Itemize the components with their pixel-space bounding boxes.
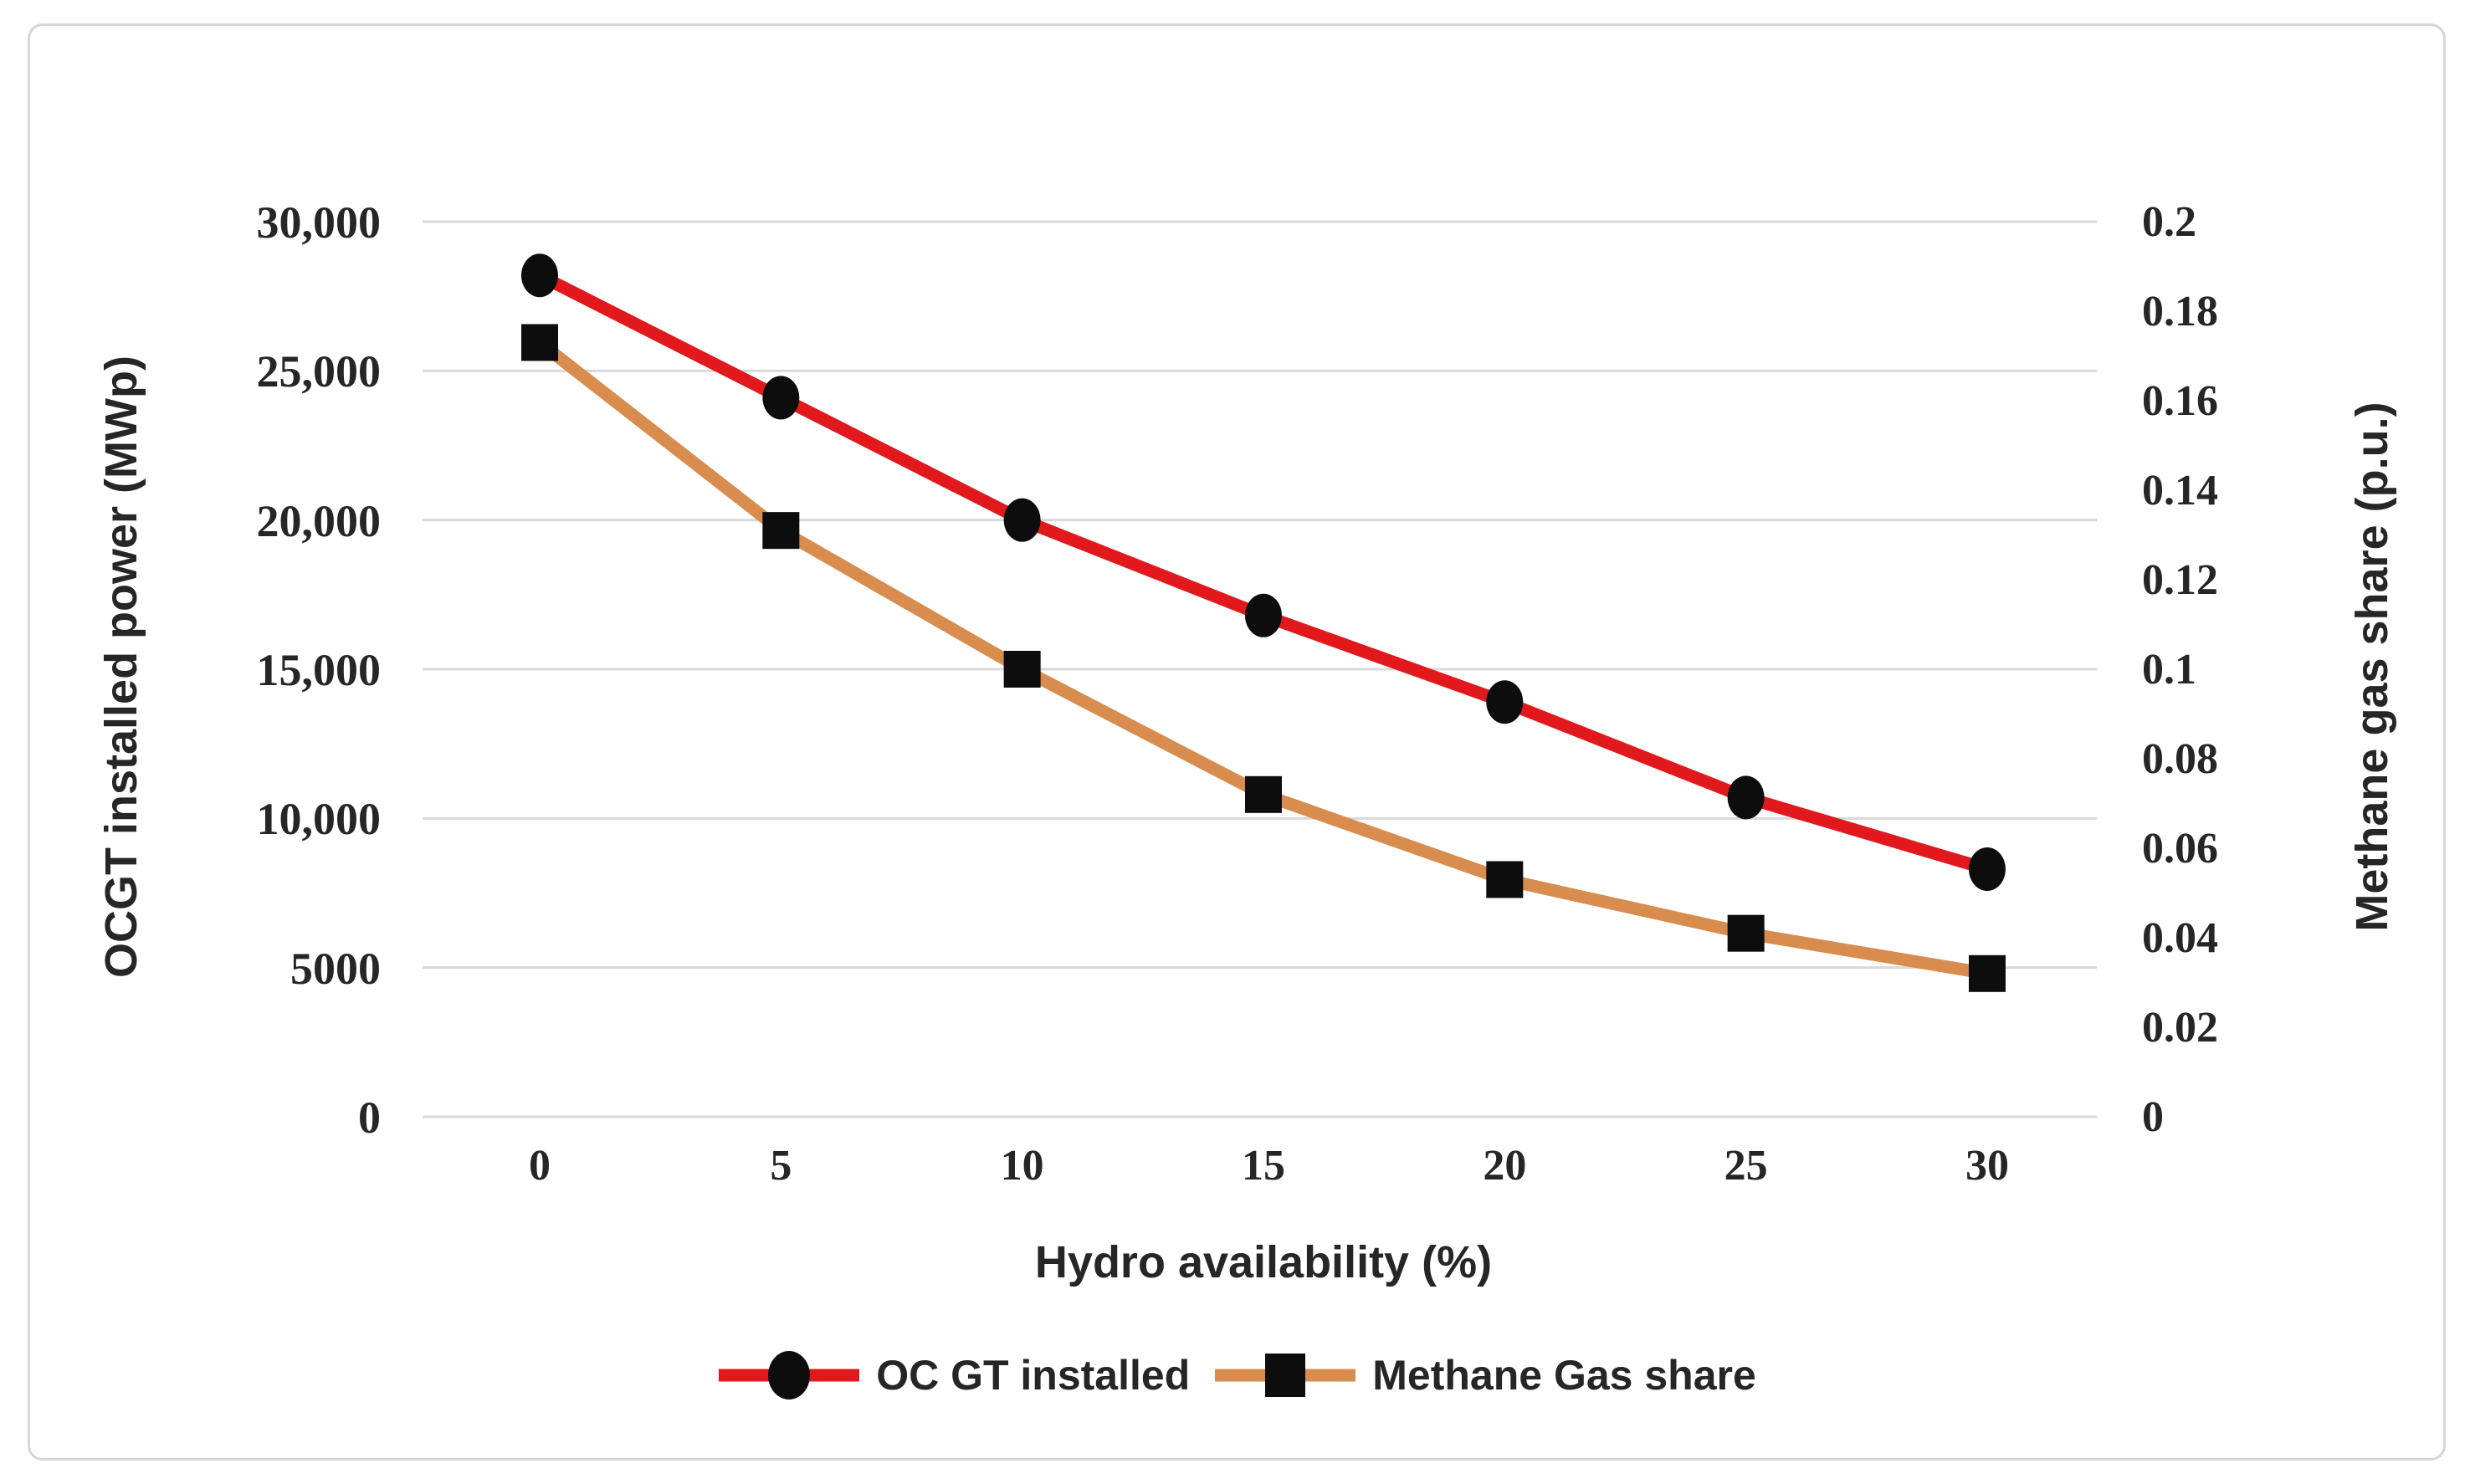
data-point-marker <box>1003 651 1041 688</box>
right-axis-tick-label: 0.06 <box>2142 825 2218 872</box>
data-point-marker <box>521 324 558 361</box>
legend-line-square-marker-icon <box>1215 1354 1356 1397</box>
data-point-marker <box>1244 593 1282 637</box>
right-axis-tick-label: 0.04 <box>2142 914 2218 962</box>
data-point-marker <box>1968 954 2006 992</box>
right-axis-tick-label: 0.2 <box>2142 198 2196 246</box>
left-axis-tick-label: 10,000 <box>256 794 382 845</box>
data-point-marker <box>1727 914 1765 952</box>
legend: OC GT installed Methane Gas share <box>0 1348 2470 1402</box>
data-point-marker <box>1486 680 1524 724</box>
data-point-marker <box>762 376 800 420</box>
legend-label-ocgt-installed: OC GT installed <box>876 1352 1191 1399</box>
right-axis-tick-label: 0.16 <box>2142 377 2218 425</box>
left-axis-title: OCGT installed power (MWp) <box>96 356 146 978</box>
right-axis-tick-label: 0.02 <box>2142 1004 2218 1052</box>
x-axis-tick-label: 20 <box>1483 1142 1527 1190</box>
data-point-marker <box>1968 847 2006 891</box>
x-axis-tick-label: 5 <box>770 1142 792 1190</box>
legend-label-methane-gas-share: Methane Gas share <box>1372 1352 1756 1399</box>
left-axis-tick-label: 30,000 <box>256 197 382 248</box>
left-axis-tick-label: 5000 <box>290 943 381 994</box>
data-point-marker <box>521 253 558 298</box>
x-axis-title: Hydro availability (%) <box>1034 1237 1493 1287</box>
legend-item-methane-gas-share: Methane Gas share <box>1210 1348 1756 1402</box>
data-point-marker <box>1727 775 1765 820</box>
legend-line-circle-marker-icon <box>719 1351 860 1400</box>
right-axis-title: Methane gas share (p.u.) <box>2347 402 2397 932</box>
left-axis-tick-label: 0 <box>358 1093 381 1143</box>
data-point-marker <box>1244 775 1282 813</box>
x-axis-tick-label: 10 <box>1000 1142 1044 1190</box>
left-axis-tick-label: 15,000 <box>256 645 382 695</box>
x-axis-tick-label: 25 <box>1724 1142 1768 1190</box>
left-axis-tick-label: 25,000 <box>256 346 382 397</box>
series-line-methane-gas-share <box>533 335 1994 980</box>
figure-border <box>28 23 2446 1461</box>
right-axis-tick-label: 0.1 <box>2142 646 2196 693</box>
right-axis-tick-label: 0.12 <box>2142 556 2218 604</box>
legend-item-ocgt-installed: OC GT installed <box>714 1348 1190 1402</box>
data-point-marker <box>762 512 800 550</box>
x-axis-tick-label: 0 <box>529 1142 551 1190</box>
data-point-marker <box>1486 861 1524 898</box>
right-axis-tick-label: 0.08 <box>2142 735 2218 783</box>
right-axis-tick-label: 0.14 <box>2142 467 2218 514</box>
x-axis-tick-label: 30 <box>1965 1142 2009 1190</box>
left-axis-tick-label: 20,000 <box>256 495 382 546</box>
right-axis-tick-label: 0 <box>2142 1093 2164 1141</box>
data-point-marker <box>1003 498 1041 542</box>
right-axis-tick-label: 0.18 <box>2142 288 2218 335</box>
x-axis-tick-label: 15 <box>1241 1142 1285 1190</box>
